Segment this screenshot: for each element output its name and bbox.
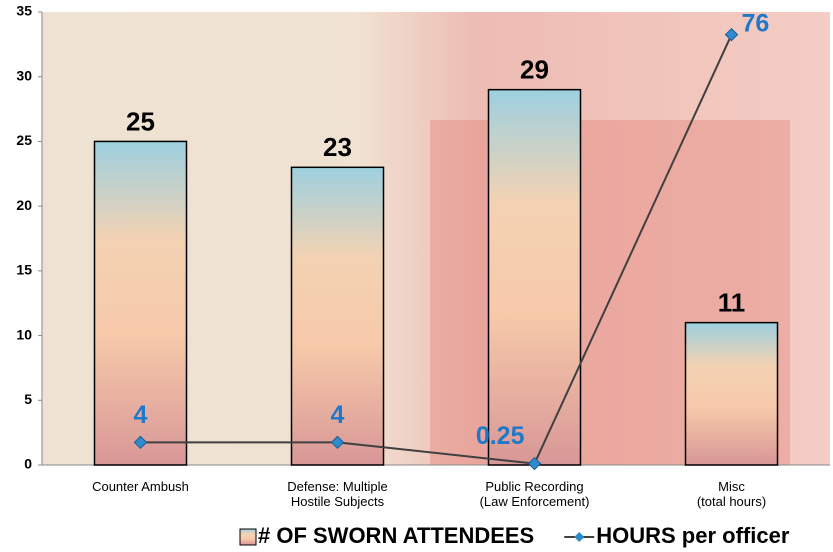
legend-label: # OF SWORN ATTENDEES: [258, 523, 534, 548]
bar: [487, 88, 582, 466]
bar: [684, 321, 779, 466]
line-value-label: 4: [134, 401, 148, 429]
bar-value-label: 29: [520, 55, 549, 85]
line-marker: [724, 27, 739, 42]
y-tick-label: 35: [16, 3, 32, 19]
line-value-label: 4: [331, 401, 345, 429]
y-tick-label: 30: [16, 67, 32, 83]
line-value-label: 76: [742, 9, 770, 37]
y-tick-label: 15: [16, 262, 32, 278]
line-marker: [133, 435, 148, 450]
bar: [93, 140, 188, 466]
line-value-label: 0.25: [476, 422, 525, 450]
line-marker: [330, 435, 345, 450]
bar: [290, 166, 385, 466]
legend-swatch: [239, 528, 257, 546]
legend-marker: [574, 532, 585, 542]
bar-value-label: 23: [323, 132, 352, 162]
x-tick-label: Public Recording (Law Enforcement): [479, 479, 590, 509]
line: [140, 34, 733, 465]
legend-label: HOURS per officer: [596, 523, 790, 548]
y-tick-label: 20: [16, 197, 32, 213]
y-tick-label: 5: [24, 391, 32, 407]
x-tick-label: Misc (total hours): [696, 479, 767, 509]
x-tick-label: Counter Ambush: [92, 479, 189, 494]
bar-value-label: 11: [718, 288, 746, 318]
bar-value-label: 25: [126, 106, 155, 136]
line-marker: [527, 456, 542, 471]
x-tick-label: Defense: Multiple Hostile Subjects: [287, 479, 388, 509]
y-tick-label: 0: [24, 456, 32, 472]
y-tick-label: 10: [16, 326, 32, 342]
y-tick-label: 25: [16, 132, 32, 148]
